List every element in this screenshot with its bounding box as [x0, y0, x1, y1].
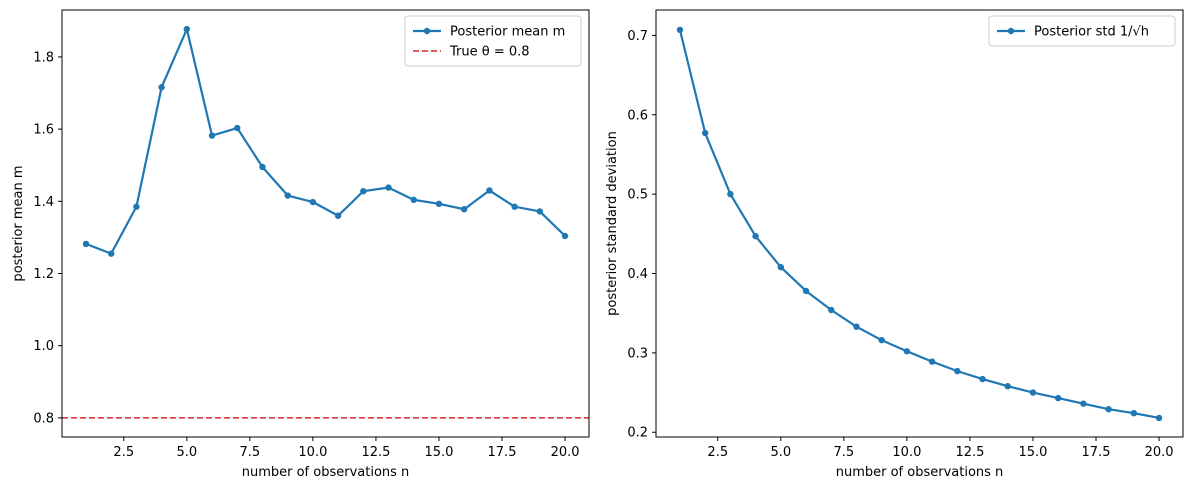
y-tick-label: 0.6 [627, 108, 648, 123]
legend-marker [423, 27, 431, 35]
data-point [107, 250, 115, 257]
y-tick-label: 1.2 [33, 267, 54, 282]
x-tick-label: 10.0 [892, 445, 921, 460]
data-point [752, 232, 759, 240]
x-tick-label: 10.0 [298, 445, 327, 460]
x-tick-label: 17.5 [1082, 445, 1111, 460]
x-tick-label: 12.5 [955, 445, 984, 460]
data-point [853, 323, 860, 330]
data-point [259, 163, 266, 171]
x-tick-label: 5.0 [176, 445, 197, 460]
data-point [536, 208, 544, 215]
y-tick-label: 0.5 [627, 188, 648, 203]
y-tick-label: 1.0 [33, 339, 54, 354]
y-tick-label: 0.2 [627, 426, 648, 441]
data-point [486, 187, 493, 194]
y-axis-label: posterior mean m [11, 165, 26, 281]
legend-marker [1007, 27, 1015, 35]
data-point [234, 124, 241, 132]
data-point [133, 203, 140, 210]
x-tick-label: 15.0 [424, 445, 453, 460]
posterior-mean-panel: 2.5 5.0 7.5 10.0 12.5 15.0 17.5 20.0 0.8 1.0 1.2 1.… [11, 9, 590, 480]
data-point [903, 348, 911, 355]
legend: Posterior mean m True θ = 0.8 [404, 15, 582, 67]
data-point [1105, 406, 1112, 413]
legend-box [988, 15, 1176, 47]
legend-label: Posterior mean m [450, 25, 565, 40]
data-point [460, 206, 468, 213]
series-line [85, 28, 566, 255]
data-point [802, 287, 810, 295]
x-tick-label: 12.5 [361, 445, 390, 460]
data-point [676, 26, 684, 34]
legend-label: Posterior std 1/√h [1034, 25, 1149, 40]
data-point [979, 375, 986, 383]
data-point [954, 367, 961, 375]
y-axis-label: posterior standard deviation [605, 131, 620, 316]
data-point [208, 132, 216, 139]
y-tick-label: 0.4 [627, 267, 648, 282]
y-tick-label: 0.7 [627, 29, 648, 44]
x-axis-label: number of observations n [836, 465, 1004, 480]
posterior-std-panel: 2.5 5.0 7.5 10.0 12.5 15.0 17.5 20.0 0.2 0.3 0.4 0.… [605, 9, 1184, 480]
data-point [82, 240, 90, 248]
x-tick-label: 20.0 [551, 445, 580, 460]
y-tick-label: 1.6 [33, 123, 54, 138]
x-tick-label: 2.5 [707, 445, 728, 460]
data-point [158, 84, 165, 91]
legend-box [404, 15, 582, 67]
x-tick-label: 7.5 [834, 445, 855, 460]
x-tick-label: 5.0 [770, 445, 791, 460]
x-tick-label: 17.5 [488, 445, 517, 460]
data-point [435, 200, 443, 208]
legend: Posterior std 1/√h [988, 15, 1176, 47]
y-tick-label: 1.4 [33, 195, 54, 210]
data-point [828, 306, 835, 314]
data-point [1080, 400, 1087, 407]
y-tick-label: 0.8 [33, 411, 54, 426]
x-tick-label: 2.5 [113, 445, 134, 460]
y-tick-label: 1.8 [33, 50, 54, 65]
series-line [678, 29, 1160, 420]
x-axis-label: number of observations n [242, 465, 410, 480]
x-tick-label: 20.0 [1145, 445, 1174, 460]
data-point [701, 129, 709, 137]
data-point [511, 203, 518, 210]
data-point [928, 358, 936, 365]
data-point [561, 232, 569, 240]
data-point [385, 184, 392, 191]
data-point [183, 25, 191, 33]
x-tick-label: 7.5 [240, 445, 261, 460]
data-point [334, 212, 342, 219]
x-tick-label: 15.0 [1018, 445, 1047, 460]
data-point [410, 196, 417, 204]
data-point [1155, 414, 1163, 422]
data-point [777, 263, 785, 271]
data-point [284, 192, 291, 199]
y-tick-label: 0.3 [627, 346, 648, 361]
data-point [1054, 394, 1062, 402]
data-point [1004, 383, 1011, 390]
axes-frame [61, 9, 590, 438]
data-point [878, 336, 885, 344]
data-point [727, 190, 734, 198]
data-point [309, 198, 317, 206]
data-point [1029, 389, 1037, 396]
data-point [1130, 409, 1138, 417]
axes-frame [655, 9, 1184, 438]
legend-label: True θ = 0.8 [449, 45, 530, 60]
data-point [360, 187, 367, 195]
